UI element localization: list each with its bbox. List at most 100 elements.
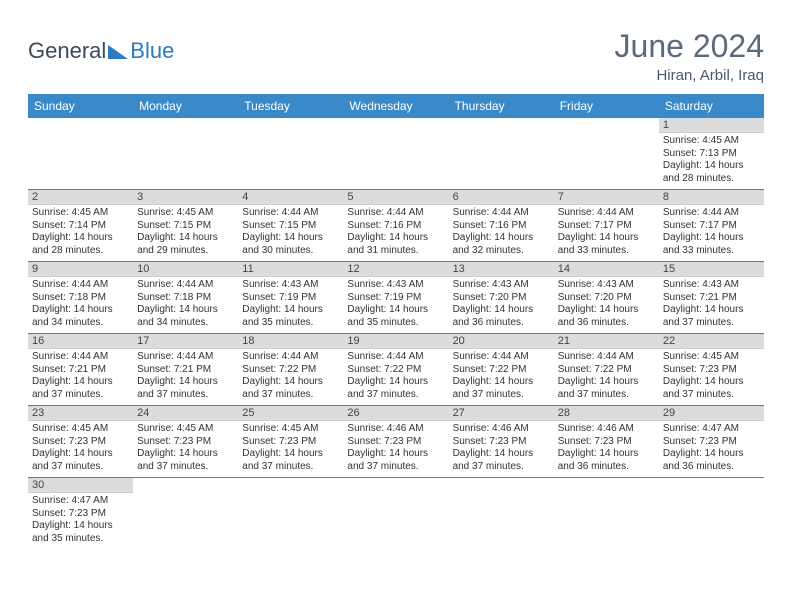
day-detail-line: Sunset: 7:22 PM [453, 364, 550, 377]
day-detail-line: and 37 minutes. [137, 461, 234, 474]
day-detail-line: Sunset: 7:23 PM [242, 436, 339, 449]
day-detail-line: Sunrise: 4:44 AM [558, 207, 655, 220]
day-detail-line: Sunset: 7:18 PM [137, 292, 234, 305]
calendar-cell: 9Sunrise: 4:44 AMSunset: 7:18 PMDaylight… [28, 262, 133, 334]
day-detail-line: and 37 minutes. [453, 461, 550, 474]
day-detail-line: and 36 minutes. [558, 317, 655, 330]
day-detail-line: Daylight: 14 hours [453, 376, 550, 389]
day-detail-line: Sunset: 7:15 PM [242, 220, 339, 233]
day-detail-line: Sunrise: 4:47 AM [663, 423, 760, 436]
day-detail-line: Sunrise: 4:46 AM [558, 423, 655, 436]
calendar-cell [554, 478, 659, 550]
day-number: 14 [554, 262, 659, 277]
day-details: Sunrise: 4:45 AMSunset: 7:23 PMDaylight:… [238, 421, 343, 477]
day-details: Sunrise: 4:43 AMSunset: 7:19 PMDaylight:… [343, 277, 448, 333]
calendar-cell: 8Sunrise: 4:44 AMSunset: 7:17 PMDaylight… [659, 190, 764, 262]
day-detail-line: Sunset: 7:21 PM [32, 364, 129, 377]
day-detail-line: and 28 minutes. [663, 173, 760, 186]
calendar-cell: 7Sunrise: 4:44 AMSunset: 7:17 PMDaylight… [554, 190, 659, 262]
day-details: Sunrise: 4:43 AMSunset: 7:20 PMDaylight:… [449, 277, 554, 333]
weekday-header: Tuesday [238, 94, 343, 118]
day-details: Sunrise: 4:44 AMSunset: 7:22 PMDaylight:… [238, 349, 343, 405]
calendar-cell: 22Sunrise: 4:45 AMSunset: 7:23 PMDayligh… [659, 334, 764, 406]
day-number: 20 [449, 334, 554, 349]
day-number: 22 [659, 334, 764, 349]
day-details: Sunrise: 4:44 AMSunset: 7:17 PMDaylight:… [554, 205, 659, 261]
day-number: 3 [133, 190, 238, 205]
calendar-week-row: 9Sunrise: 4:44 AMSunset: 7:18 PMDaylight… [28, 262, 764, 334]
day-detail-line: Sunrise: 4:44 AM [137, 351, 234, 364]
day-details: Sunrise: 4:44 AMSunset: 7:21 PMDaylight:… [28, 349, 133, 405]
calendar-cell: 30Sunrise: 4:47 AMSunset: 7:23 PMDayligh… [28, 478, 133, 550]
day-detail-line: Daylight: 14 hours [558, 304, 655, 317]
day-detail-line: and 32 minutes. [453, 245, 550, 258]
calendar-cell: 17Sunrise: 4:44 AMSunset: 7:21 PMDayligh… [133, 334, 238, 406]
calendar-week-row: 2Sunrise: 4:45 AMSunset: 7:14 PMDaylight… [28, 190, 764, 262]
day-detail-line: Sunrise: 4:45 AM [137, 423, 234, 436]
calendar-week-row: 16Sunrise: 4:44 AMSunset: 7:21 PMDayligh… [28, 334, 764, 406]
day-detail-line: Daylight: 14 hours [32, 304, 129, 317]
calendar-cell: 19Sunrise: 4:44 AMSunset: 7:22 PMDayligh… [343, 334, 448, 406]
calendar-cell [449, 478, 554, 550]
day-number: 7 [554, 190, 659, 205]
brand-text-1: General [28, 38, 106, 64]
day-number: 1 [659, 118, 764, 133]
day-detail-line: Daylight: 14 hours [453, 232, 550, 245]
day-number: 10 [133, 262, 238, 277]
page-header: General Blue June 2024 Hiran, Arbil, Ira… [28, 28, 764, 84]
day-detail-line: and 37 minutes. [347, 389, 444, 402]
day-detail-line: Sunrise: 4:47 AM [32, 495, 129, 508]
day-detail-line: Sunrise: 4:45 AM [32, 207, 129, 220]
day-detail-line: Sunset: 7:23 PM [663, 436, 760, 449]
calendar-cell: 14Sunrise: 4:43 AMSunset: 7:20 PMDayligh… [554, 262, 659, 334]
day-detail-line: Daylight: 14 hours [347, 304, 444, 317]
day-detail-line: Sunrise: 4:45 AM [32, 423, 129, 436]
day-detail-line: Daylight: 14 hours [453, 448, 550, 461]
brand-text-2: Blue [130, 38, 174, 64]
day-detail-line: Sunset: 7:22 PM [347, 364, 444, 377]
day-number: 16 [28, 334, 133, 349]
calendar-cell: 26Sunrise: 4:46 AMSunset: 7:23 PMDayligh… [343, 406, 448, 478]
day-detail-line: Daylight: 14 hours [663, 376, 760, 389]
day-number: 25 [238, 406, 343, 421]
day-detail-line: Sunrise: 4:43 AM [242, 279, 339, 292]
calendar-cell [238, 478, 343, 550]
day-details: Sunrise: 4:43 AMSunset: 7:20 PMDaylight:… [554, 277, 659, 333]
day-number: 12 [343, 262, 448, 277]
calendar-cell: 12Sunrise: 4:43 AMSunset: 7:19 PMDayligh… [343, 262, 448, 334]
day-detail-line: Sunset: 7:20 PM [558, 292, 655, 305]
calendar-cell [449, 118, 554, 190]
calendar-cell: 4Sunrise: 4:44 AMSunset: 7:15 PMDaylight… [238, 190, 343, 262]
weekday-header: Sunday [28, 94, 133, 118]
day-details: Sunrise: 4:45 AMSunset: 7:13 PMDaylight:… [659, 133, 764, 189]
day-detail-line: and 35 minutes. [32, 533, 129, 546]
day-details: Sunrise: 4:46 AMSunset: 7:23 PMDaylight:… [343, 421, 448, 477]
day-detail-line: Sunrise: 4:46 AM [453, 423, 550, 436]
day-detail-line: Daylight: 14 hours [347, 376, 444, 389]
day-detail-line: Sunset: 7:23 PM [663, 364, 760, 377]
day-detail-line: and 37 minutes. [32, 389, 129, 402]
day-detail-line: Daylight: 14 hours [137, 304, 234, 317]
day-detail-line: Daylight: 14 hours [242, 232, 339, 245]
calendar-cell: 5Sunrise: 4:44 AMSunset: 7:16 PMDaylight… [343, 190, 448, 262]
calendar-week-row: 1Sunrise: 4:45 AMSunset: 7:13 PMDaylight… [28, 118, 764, 190]
day-number: 19 [343, 334, 448, 349]
calendar-cell: 2Sunrise: 4:45 AMSunset: 7:14 PMDaylight… [28, 190, 133, 262]
day-detail-line: Sunset: 7:15 PM [137, 220, 234, 233]
brand-triangle-icon [108, 45, 128, 59]
day-detail-line: Sunset: 7:13 PM [663, 148, 760, 161]
day-detail-line: Sunset: 7:23 PM [347, 436, 444, 449]
day-detail-line: and 35 minutes. [347, 317, 444, 330]
day-detail-line: Daylight: 14 hours [242, 376, 339, 389]
day-detail-line: and 30 minutes. [242, 245, 339, 258]
day-detail-line: Daylight: 14 hours [558, 376, 655, 389]
day-details: Sunrise: 4:44 AMSunset: 7:17 PMDaylight:… [659, 205, 764, 261]
day-number: 24 [133, 406, 238, 421]
day-detail-line: Sunrise: 4:45 AM [137, 207, 234, 220]
day-detail-line: Daylight: 14 hours [663, 232, 760, 245]
day-detail-line: Daylight: 14 hours [137, 376, 234, 389]
day-detail-line: Daylight: 14 hours [32, 448, 129, 461]
day-number: 29 [659, 406, 764, 421]
day-number: 21 [554, 334, 659, 349]
day-detail-line: Daylight: 14 hours [663, 160, 760, 173]
